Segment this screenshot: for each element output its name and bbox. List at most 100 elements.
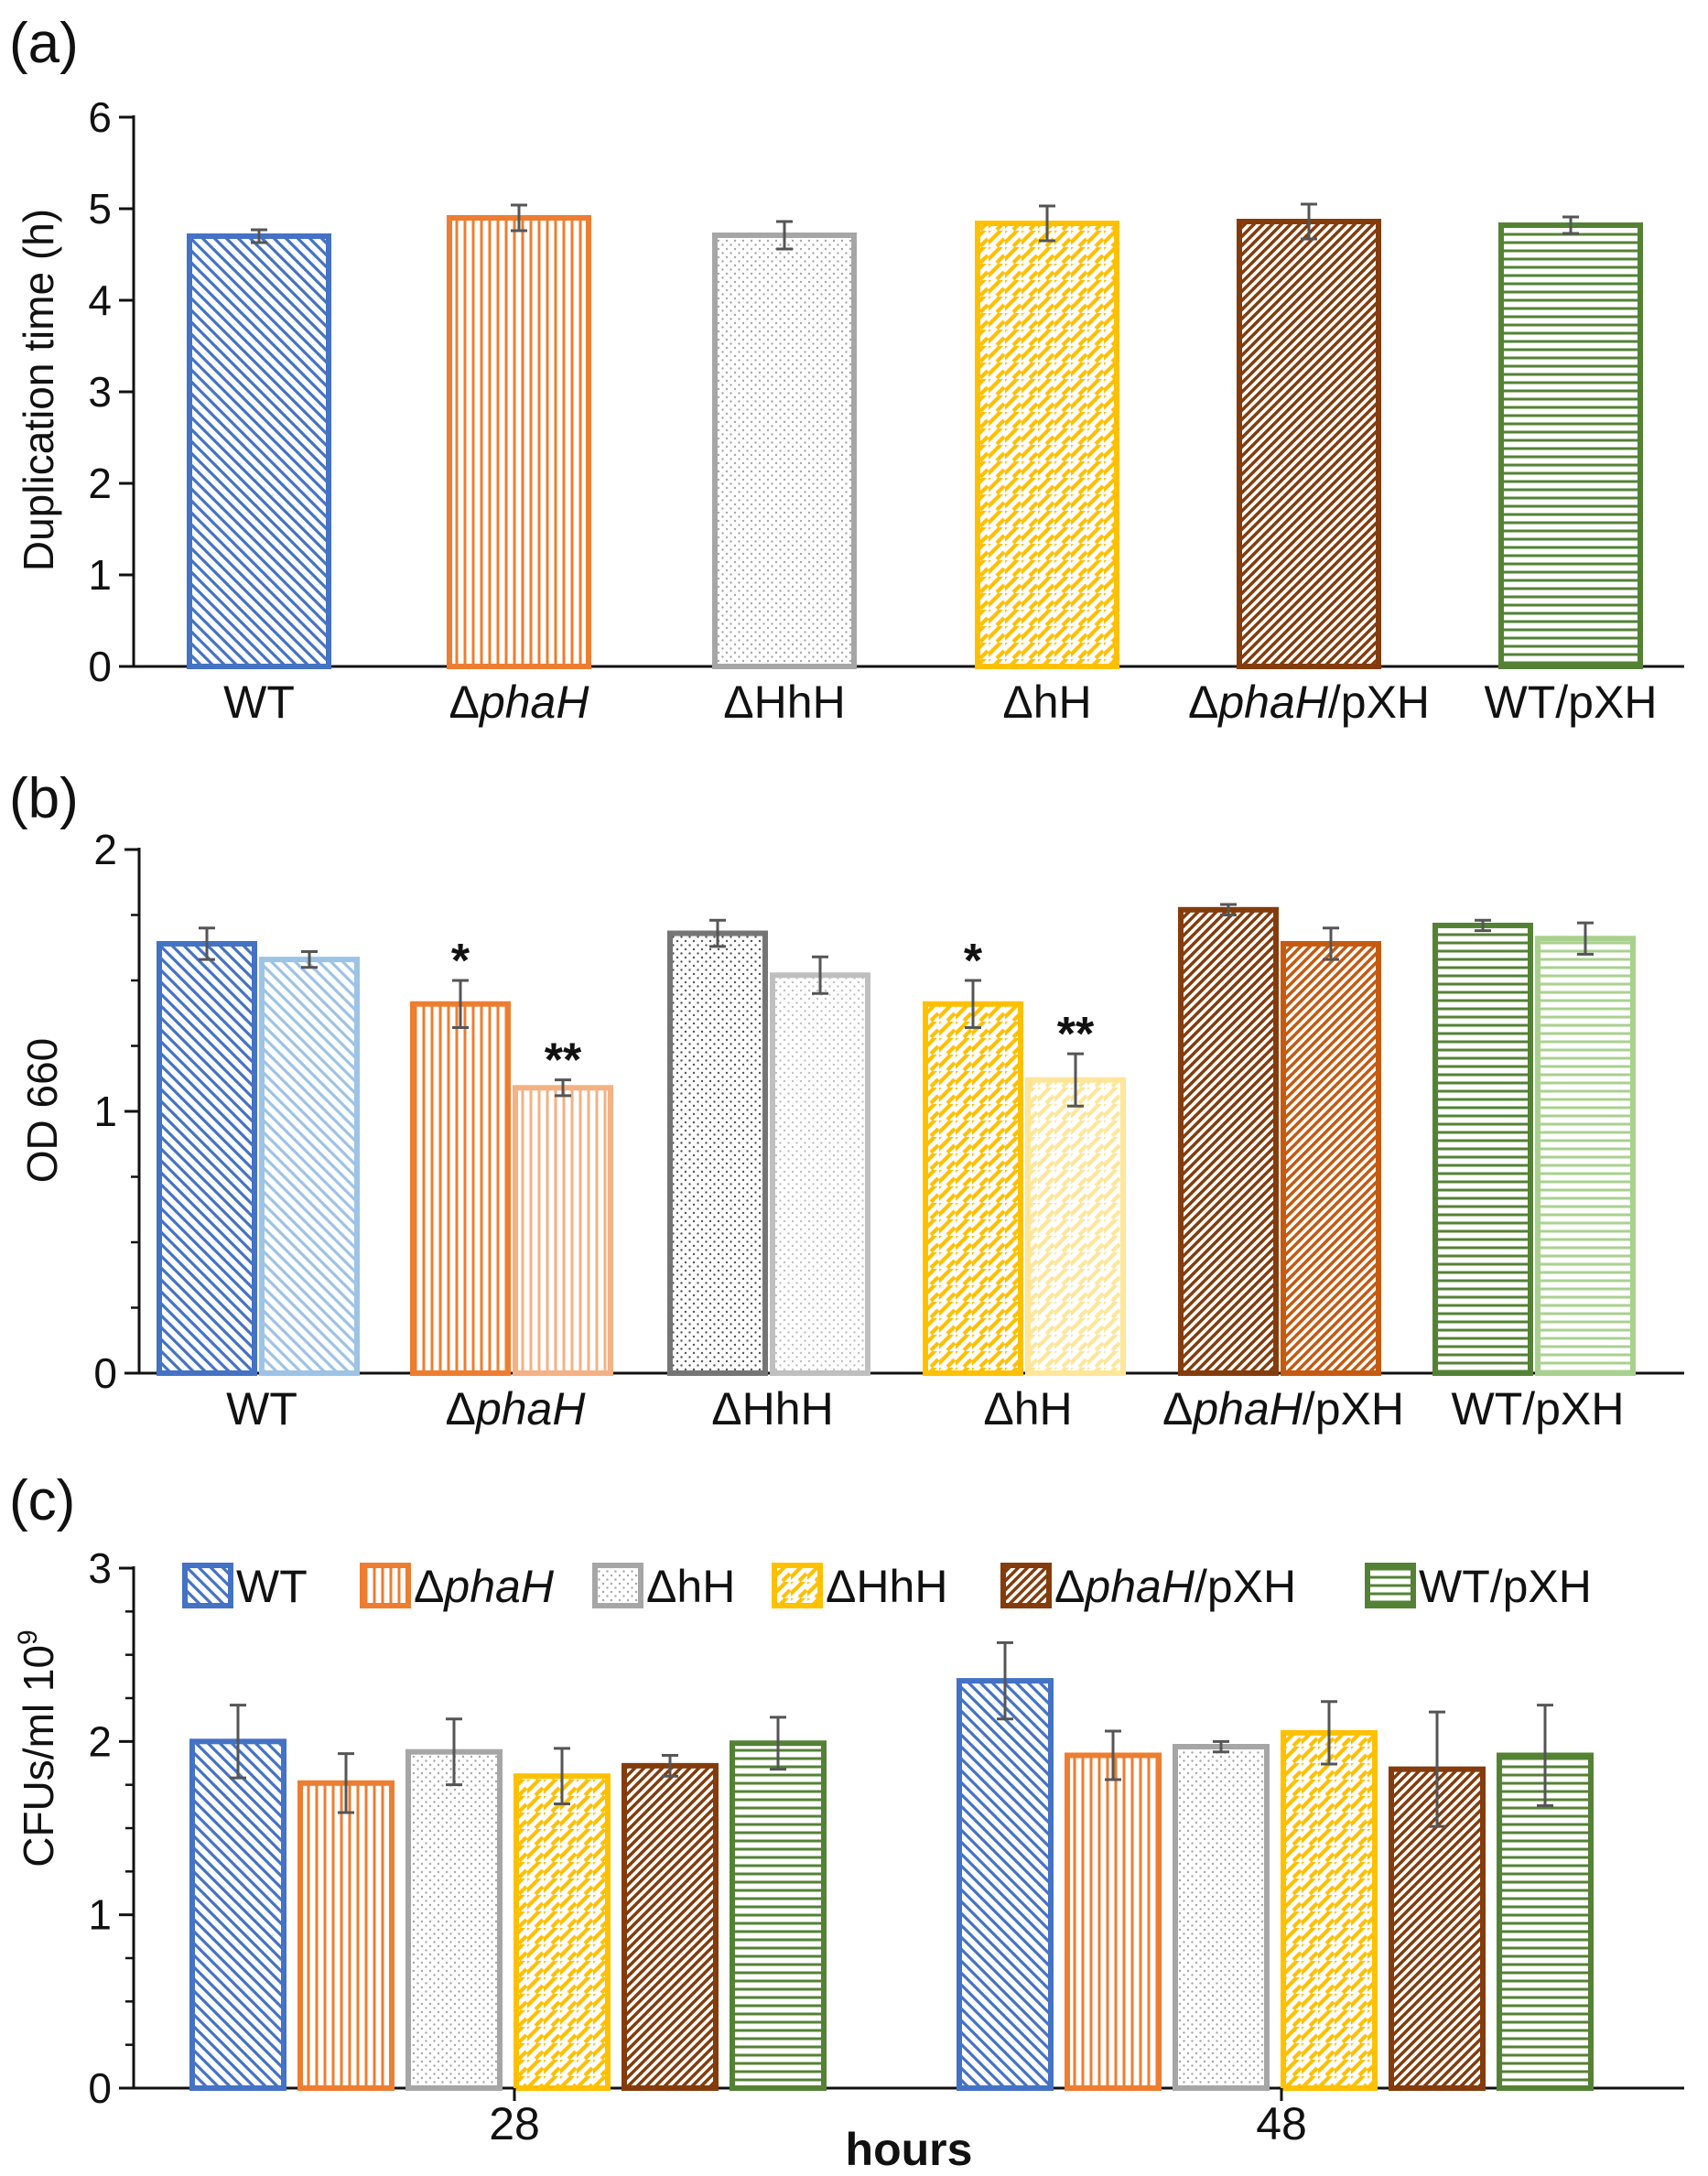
panel-c-bar [730,1740,827,2092]
panel-b-y-tick-label: 2 [93,826,117,873]
panel-a-y-tick-label: 6 [88,93,112,141]
panel-b-error-bar [1475,918,1491,933]
panel-a: (a) Duplication time (h) 0 1 2 3 4 5 6 WT ΔphaH… [9,12,1684,728]
panel-a-x-tick-label: ΔphaH/pXH [1188,677,1430,728]
panel-b-bar-series2 [770,972,870,1377]
panel-b-error-bar [1220,903,1237,916]
panel-a-error-bar [1039,204,1055,243]
panel-c-x-axis-title: hours [846,2124,973,2175]
panel-b-x-tick-label: ΔphaH [446,1383,587,1434]
panel-b-bar-series1 [1178,906,1279,1377]
panel-a-bar [975,221,1119,669]
panel-c-bar [1497,1752,1594,2091]
legend-item: ΔphaH [360,1561,555,1612]
panel-c-y-tick-label: 2 [88,1717,112,1765]
panel-b-label: (b) [9,767,79,830]
panel-c-error-bar [1429,1710,1445,1828]
panel-a-x-tick-label: WT/pXH [1485,677,1658,728]
panel-a-error-bar [251,228,267,244]
panel-a-x-tick-label: WT [223,677,295,728]
panel-b-error-bar [1067,1052,1084,1108]
legend-label: ΔphaH [414,1561,555,1612]
panel-a-x-tick-label: ΔhH [1002,677,1091,728]
panel-c-bar [405,1748,503,2092]
panel-b-y-tick-label: 1 [93,1088,117,1135]
panel-b-bar-series1 [410,1001,511,1376]
panel-c-error-bar [554,1747,570,1805]
legend-label: ΔhH [646,1561,735,1612]
panel-c-x-tick-label: 48 [1256,2098,1307,2149]
panel-a-x-tick-label: ΔphaH [449,677,590,728]
panel-c-error-bar [770,1716,786,1771]
legend-swatch [1000,1563,1052,1608]
panel-a-bar [1237,219,1381,669]
panel-c-bar [622,1762,719,2091]
panel-c-y-axis-title: CFUs/ml 109 [13,1629,62,1867]
panel-c-error-bar [1537,1704,1553,1807]
panel-b-x-tick-label: WT [226,1383,297,1434]
legend-swatch [772,1563,823,1608]
panel-a-y-axis-title: Duplication time (h) [15,209,62,571]
legend-swatch [182,1563,233,1608]
panel-c-y-tick-label: 0 [88,2064,112,2112]
panel-c-error-bar [338,1752,354,1814]
panel-b-bar-series2 [1535,936,1636,1376]
panel-a-label: (a) [9,12,79,75]
panel-c-x-tick-label: 28 [489,2098,540,2149]
significance-mark: ** [1057,1008,1095,1061]
panel-c-label: (c) [9,1469,75,1532]
panel-b-bar-series1 [157,940,257,1376]
panel-b-error-bar [709,918,726,948]
panel-a-y-tick-label: 5 [88,185,112,233]
panel-b-error-bar [555,1078,571,1098]
legend-item: ΔHhH [772,1561,947,1612]
panel-c: (c) CFUs/ml 109 0 1 2 3 28 48 hours WT ΔphaH Δ… [9,1469,1684,2175]
panel-c-error-bar [662,1753,678,1778]
panel-c-error-bar [997,1640,1013,1721]
panel-b-error-bar [301,950,318,969]
panel-b-error-bar [1577,921,1594,956]
legend-item: WT/pXH [1365,1561,1592,1612]
panel-b-error-bar [452,979,469,1029]
legend-swatch [592,1563,643,1608]
panel-c-error-bar [1213,1739,1229,1754]
panel-a-y-tick-label: 1 [88,551,112,599]
legend-label: WT [236,1561,308,1612]
panel-b-x-tick-label: ΔphaH/pXH [1162,1383,1404,1434]
significance-mark: ** [545,1034,582,1088]
panel-c-bar [1173,1744,1270,2091]
panel-c-error-bar [446,1717,462,1787]
panel-a-error-bar [776,220,793,251]
panel-b-bar-series2 [513,1085,613,1376]
panel-c-bar [189,1738,286,2092]
panel-b-y-tick-label: 0 [93,1349,117,1397]
panel-a-y-tick-label: 3 [88,368,112,416]
panel-b-y-axis-title: OD 660 [18,1038,66,1184]
panel-c-y-tick-label: 3 [88,1544,112,1592]
panel-b-x-tick-label: ΔHhH [711,1383,833,1434]
legend: WT ΔphaH ΔhH ΔHhH ΔphaH/pXH WT/pXH [182,1561,1592,1612]
panel-c-error-bar [1105,1729,1121,1781]
panel-c-error-bar [1321,1700,1337,1766]
panel-b-error-bar [965,979,981,1029]
panel-c-y-tick-label: 1 [88,1891,112,1939]
legend-item: ΔhH [592,1561,735,1612]
panel-a-bar [187,233,331,669]
panel-b-error-bar [812,955,828,995]
legend-item: WT [182,1561,308,1612]
panel-a-y-tick-label: 2 [88,460,112,507]
panel-a-y-tick-label: 4 [88,276,112,324]
panel-a-y-tick-label: 0 [88,643,112,690]
panel-a-error-bar [1562,215,1579,235]
legend-swatch [1365,1563,1416,1608]
panel-a-bar [447,215,591,669]
panel-b-bar-series1 [923,1001,1023,1376]
panel-c-bar [957,1678,1054,2091]
panel-b-x-tick-label: WT/pXH [1452,1383,1625,1434]
panel-c-bar [513,1773,611,2091]
panel-c-error-bar [230,1704,246,1780]
panel-b-error-bar [199,926,215,961]
panel-a-bar [1498,222,1643,669]
panel-a-x-tick-label: ΔHhH [723,677,845,728]
